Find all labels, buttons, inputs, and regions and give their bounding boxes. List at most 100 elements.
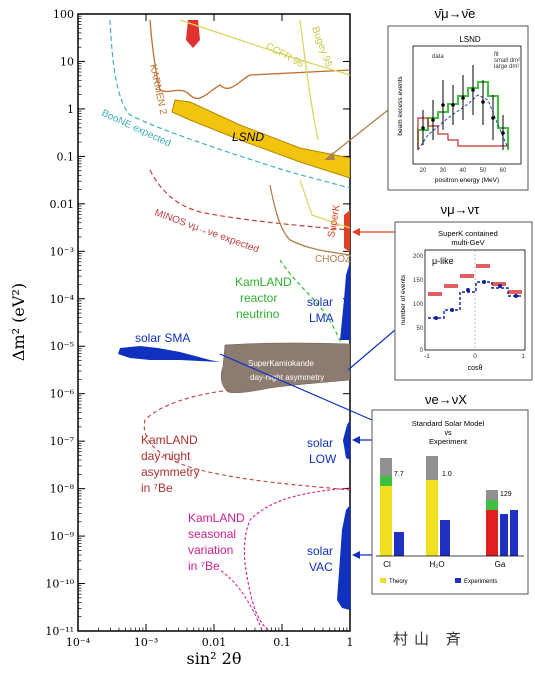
region-solar-sma [118,346,220,362]
label-kamland-reactor-3: neutrino [236,307,280,321]
label-lsnd: LSND [232,130,264,144]
inset-lsnd-pt-5 [461,96,465,100]
inset-solar-legend-exp-swatch [455,578,461,583]
inset-superk-mc-1 [428,292,442,296]
y-tick-label: 10⁻¹⁰ [45,578,74,591]
curve-bugey [299,19,319,141]
y-tick-label: 10⁻⁸ [50,483,75,496]
label-solar-vac-2: VAC [309,560,333,574]
curve-karmen [149,19,350,99]
label-solar-vac-1: solar [307,544,333,558]
inset-solar: νe→νX Standard Solar Model vs Experiment… [371,392,529,595]
inset-lsnd-legend-2: fit [494,52,499,58]
y-tick-label: 10⁻⁴ [50,293,75,306]
inset-lsnd-pt-4 [451,103,455,107]
inset-lsnd-ylabel: beam excess events [397,76,404,136]
y-tick-label: 10⁻¹¹ [45,625,74,638]
inset-superk-mc-6 [508,290,522,294]
inset-superk-ytick-2: 150 [413,278,424,284]
y-tick-label: 10⁻⁵ [50,340,74,353]
inset-superk-sublabel: μ-like [432,256,454,266]
inset-lsnd-pt-9 [501,131,505,135]
curve-chooz [269,184,350,256]
y-tick-label: 100 [53,8,74,21]
curve-kamland-daynight [143,389,350,491]
inset-superk-ytick-4: 50 [416,326,423,332]
inset-solar-h2o-exp [440,520,450,556]
inset-solar-ga-theory-red [486,510,498,556]
x-tick-label: 10⁻⁴ [66,636,91,649]
inset-solar-exp-cl: Cl [383,560,391,569]
inset-solar-header: νe→νX [425,392,467,407]
x-tick-label: 10⁻³ [134,636,158,649]
label-kamland-seasonal-3: variation [188,543,233,557]
y-tick-label: 10 [60,55,74,68]
label-chooz: CHOOZ [315,254,351,265]
inset-superk-pt-2 [450,308,454,312]
label-sk-daynight-2: day-night asymmetry [250,373,324,382]
region-superk-red [186,20,200,48]
inset-superk-pt-3 [466,288,470,292]
x-tick-label: 1 [347,636,354,649]
y-tick-labels: 100 10 1 0.1 0.01 10⁻³ 10⁻⁴ 10⁻⁵ 10⁻⁶ 10⁻⁷ 10⁻⁸ 10⁻… [45,8,74,638]
inset-superk: νμ→ντ SuperK contained multi-GeV μ-like … [394,202,533,381]
inset-lsnd-pt-2 [431,118,435,122]
region-solar-low [343,420,350,460]
label-kamland-dn-4: in ⁷Be [141,481,173,495]
label-kamland-dn-2: day-night [141,449,191,463]
inset-lsnd-xtick-5: 60 [500,168,507,174]
inset-superk-fit [428,281,522,319]
inset-superk-mc-3 [460,274,474,278]
inset-lsnd-legend-4: large dm² [494,64,519,70]
y-tick-label: 0.1 [57,150,75,163]
inset-solar-legend-theory-swatch [380,578,386,583]
label-kamland-dn-3: asymmetry [141,465,200,479]
inset-solar-title-2: vs [445,430,453,437]
inset-solar-title-1: Standard Solar Model [412,419,485,428]
inset-lsnd-pt-3 [441,103,445,107]
curve-kamland-reactor [279,259,343,346]
inset-superk-ylabel: number of events [400,274,407,325]
y-axis-title: Δm² (eV²) [9,283,28,361]
inset-superk-ytick-5: 0 [420,348,424,354]
inset-superk-header: νμ→ντ [441,202,480,217]
inset-lsnd-xlabel: positron energy (MeV) [435,177,499,184]
inset-solar-exp-ga: Ga [495,560,506,569]
curve-kamland-seasonal-2 [219,569,263,631]
inset-superk-mc-2 [444,284,458,288]
label-sk-daynight-1: SuperKamiokande [248,359,314,368]
inset-solar-h2o-theory-yellow [426,480,438,556]
region-solar-lma [340,262,350,340]
inset-superk-xlabel: cosθ [468,365,483,372]
inset-superk-mc-5 [492,282,506,286]
y-tick-label: 10⁻⁷ [50,435,75,448]
inset-superk-pt-1 [434,316,438,320]
inset-superk-xtick-3: 1 [521,353,525,360]
inset-superk-pt-5 [498,284,502,288]
inset-superk-pt-6 [514,294,518,298]
inset-lsnd-header: ν̄μ→ν̄e [435,6,476,21]
inset-superk-xtick-1: -1 [424,353,430,360]
connector-lsnd-arrow [325,152,335,160]
inset-lsnd-xtick-4: 50 [480,168,487,174]
y-tick-label: 0.01 [50,198,75,211]
inset-lsnd-pt-8 [491,116,495,120]
inset-lsnd-hist-red [417,117,508,150]
label-kamland-seasonal-4: in ⁷Be [188,559,220,573]
y-tick-label: 10⁻⁹ [50,530,75,543]
inset-solar-legend-exp: Experiments [464,579,497,585]
y-tick-label: 10⁻⁶ [50,388,75,401]
inset-lsnd-pt-1 [421,126,425,130]
label-kamland-seasonal-2: seasonal [188,527,236,541]
label-solar-sma: solar SMA [135,331,190,345]
inset-lsnd-xtick-3: 40 [460,168,467,174]
region-superk-daynight [220,342,350,394]
inset-solar-title-3: Experiment [429,437,468,446]
inset-solar-ga-exp-1 [500,514,508,556]
inset-solar-cl-value: 7.7 [394,471,404,478]
inset-solar-cl-theory-green [380,476,392,486]
region-superk-orange [344,210,350,252]
inset-superk-xtick-2: 0 [473,353,477,360]
region-solar-vac [337,505,350,610]
